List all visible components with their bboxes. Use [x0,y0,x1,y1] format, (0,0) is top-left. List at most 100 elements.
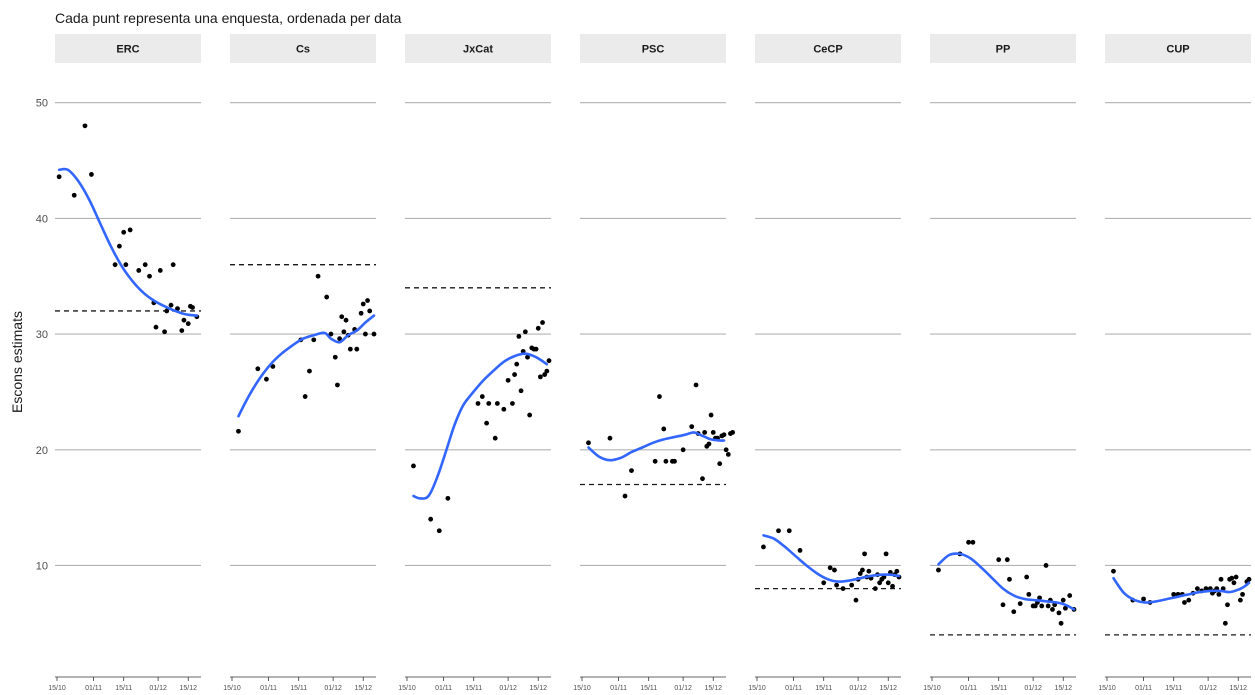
poll-point [1058,620,1064,626]
x-tick-label: 15/12 [704,685,722,692]
poll-point [1229,575,1235,581]
poll-point [680,447,686,453]
poll-point [544,368,550,374]
poll-point [996,557,1002,563]
poll-point [652,458,658,464]
poll-point [725,451,731,457]
poll-point [1222,620,1228,626]
poll-point [629,468,634,473]
facet-panel-cup: CUP 15/10 01/11 15/11 01/12 15/12 [1098,34,1252,692]
poll-point [723,447,729,453]
poll-point [1007,576,1012,582]
facet-strip [930,34,1076,63]
facet-panel-cs: Cs 15/10 01/11 15/11 01/12 15/12 [223,34,377,692]
poll-point [179,328,185,334]
poll-point [121,229,127,235]
poll-point [522,329,528,335]
poll-point [365,298,370,303]
x-tick-label: 15/12 [1229,685,1247,692]
poll-point [153,324,159,330]
poll-point [853,597,859,603]
poll-point [894,568,900,574]
poll-point [343,317,349,323]
poll-point [341,329,347,335]
poll-point [358,310,364,316]
poll-point [270,364,276,369]
poll-point [428,516,434,522]
poll-point [776,528,781,534]
poll-point [877,580,883,586]
poll-point [362,331,368,337]
poll-point [607,435,613,441]
smooth-trend-line [237,314,376,418]
poll-point [367,308,373,314]
poll-point [1026,591,1032,597]
x-tick-label: 15/10 [48,685,66,692]
x-tick-label: 01/12 [149,685,167,692]
poll-point [1000,602,1006,608]
facet-strip-label: PSC [642,44,665,56]
poll-point [702,430,708,435]
poll-point [1004,557,1010,563]
poll-point [264,376,269,382]
poll-point [142,262,148,268]
poll-point [710,430,716,435]
poll-point [1062,605,1068,611]
poll-point [1186,597,1192,603]
poll-point [512,372,517,377]
y-tick-label: 30 [36,329,48,341]
poll-point [1011,609,1017,615]
poll-point [127,227,133,233]
poll-point [116,243,122,249]
poll-point [1039,603,1045,609]
poll-point [1045,603,1051,609]
poll-point [484,420,490,426]
poll-point [354,346,360,352]
poll-point [622,493,628,499]
poll-point [834,582,840,588]
poll-point [700,476,705,482]
x-tick-label: 15/12 [879,685,897,692]
poll-point [885,580,891,586]
facet-strip [1105,34,1251,63]
facet-strip [580,34,726,63]
facet-panel-cecp: CeCP 15/10 01/11 15/11 01/12 15/12 [748,34,902,692]
facet-panel-jxcat: JxCat 15/10 01/11 15/11 01/12 15/12 [398,34,552,692]
y-axis-label: Escons estimats [9,311,25,413]
x-tick-label: 01/12 [324,685,342,692]
poll-point [475,401,481,406]
poll-point [360,301,366,307]
poll-point [693,382,699,388]
facet-strip [755,34,901,63]
facet-strip-label: CUP [1166,44,1189,56]
poll-point [706,441,712,447]
x-tick-label: 01/12 [849,685,867,692]
poll-point [307,368,312,374]
x-tick-label: 15/10 [398,685,416,692]
poll-point [371,331,377,337]
x-tick-label: 01/12 [499,685,517,692]
poll-point [501,406,507,412]
poll-point [546,358,552,364]
poll-point [708,412,714,418]
x-tick-label: 01/12 [1024,685,1042,692]
poll-point [347,346,353,352]
poll-point [168,302,174,308]
poll-point [1024,574,1030,580]
poll-point [1037,595,1042,601]
poll-point [1216,591,1222,597]
poll-point [1141,596,1146,602]
x-tick-label: 01/11 [610,685,627,692]
poll-point [1194,586,1200,591]
poll-point [849,582,855,588]
poll-point [157,268,163,273]
poll-point [147,273,152,279]
poll-point [890,583,895,589]
poll-point [1171,591,1177,597]
poll-point [411,463,416,469]
poll-point [324,294,330,300]
facet-panels: ERC 15/10 01/11 15/11 01/12 15/12 Cs 15/10 01/11… [48,34,1252,692]
x-tick-label: 01/12 [674,685,692,692]
poll-point [1111,568,1116,574]
